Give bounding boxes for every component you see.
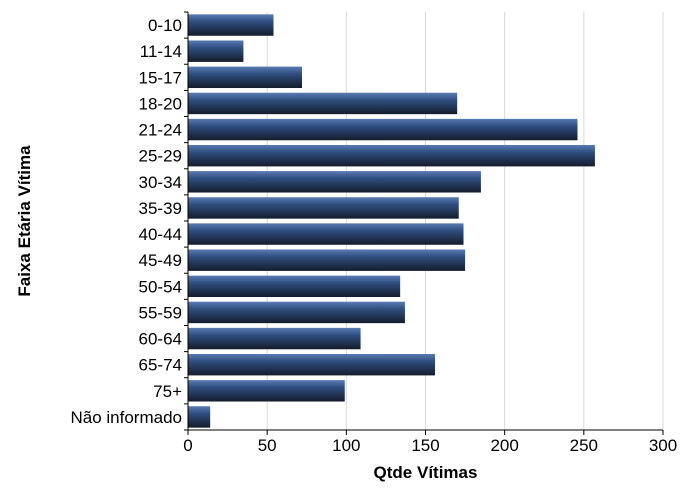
y-tick-label: 60-64	[139, 330, 182, 349]
bars	[188, 14, 595, 428]
bar	[188, 327, 361, 350]
y-tick-label: 65-74	[139, 356, 182, 375]
y-tick-label: 21-24	[139, 121, 182, 140]
bar	[188, 301, 405, 324]
bar	[188, 144, 595, 167]
y-tick-label: 45-49	[139, 251, 182, 270]
y-tick-label: 40-44	[139, 225, 182, 244]
bar	[188, 353, 435, 376]
y-tick-label: 11-14	[140, 42, 182, 61]
bar	[188, 92, 458, 115]
y-tick-label: Não informado	[70, 408, 182, 427]
y-tick-label: 75+	[153, 382, 182, 401]
y-tick-label: 18-20	[139, 94, 182, 113]
x-tick-label: 100	[332, 436, 360, 455]
y-tick-label: 15-17	[139, 68, 182, 87]
x-tick-label: 150	[411, 436, 439, 455]
y-tick-label: 25-29	[139, 147, 182, 166]
bar	[188, 118, 578, 141]
x-tick-label: 50	[258, 436, 277, 455]
y-tick-label: 0-10	[148, 16, 182, 35]
bar	[188, 275, 401, 298]
bar	[188, 40, 244, 62]
bar	[188, 171, 481, 193]
bar	[188, 223, 464, 245]
x-tick-label: 250	[570, 436, 598, 455]
bar	[188, 66, 302, 89]
bar	[188, 14, 274, 36]
x-axis-title: Qtde Vítimas	[374, 463, 478, 482]
y-tick-label: 35-39	[139, 199, 182, 218]
bar	[188, 197, 459, 219]
bar	[188, 249, 466, 271]
x-tick-label: 0	[183, 436, 192, 455]
x-tick-labels: 0 50 100 150 200 250 300	[183, 436, 677, 455]
y-axis-title: Faixa Etária Vítima	[15, 145, 34, 297]
axes	[187, 12, 663, 431]
y-tick-label: 30-34	[139, 173, 182, 192]
bar	[188, 380, 345, 402]
x-tick-label: 200	[490, 436, 518, 455]
y-tick-labels: 0-10 11-14 15-17 18-20 21-24 25-29 30-34 35-39 4…	[70, 16, 182, 427]
y-tick-label: 50-54	[139, 277, 182, 296]
x-tick-label: 300	[649, 436, 677, 455]
y-tick-label: 55-59	[139, 303, 182, 322]
bar	[188, 406, 211, 428]
